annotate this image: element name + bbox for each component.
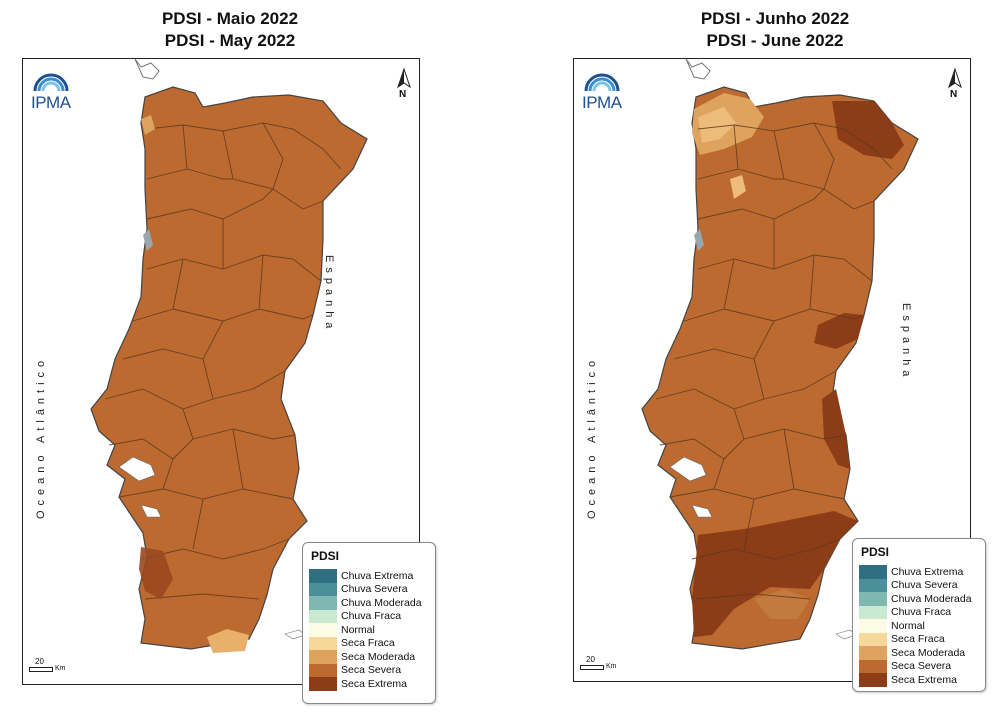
legend-label: Seca Moderada <box>891 646 966 659</box>
ipma-logo: IPMA <box>582 67 632 115</box>
legend-list: Chuva Extrema Chuva Severa Chuva Moderad… <box>859 565 985 687</box>
legend-item: Chuva Severa <box>859 578 985 592</box>
legend-swatch <box>309 582 337 596</box>
ocean-label: Oceano Atlântico <box>586 355 598 519</box>
legend-item: Seca Extrema <box>859 673 985 687</box>
legend-label: Chuva Moderada <box>891 592 972 605</box>
district-borders <box>655 122 893 600</box>
legend-item: Chuva Extrema <box>859 565 985 579</box>
legend-swatch <box>859 659 887 673</box>
scale-bar-graphic <box>29 667 53 672</box>
ipma-logo: IPMA <box>31 67 81 115</box>
legend-swatch <box>859 619 887 633</box>
legend-item: Seca Fraca <box>859 632 985 646</box>
legend-swatch <box>859 578 887 592</box>
legend-item: Seca Extrema <box>309 677 435 691</box>
legend-label: Seca Moderada <box>341 650 416 663</box>
legend-item: Chuva Fraca <box>859 605 985 619</box>
legend-label: Chuva Severa <box>341 583 408 596</box>
scale-value: 20 <box>586 655 595 664</box>
scale-bar: 20 Km <box>27 657 67 675</box>
scale-unit: Km <box>606 663 617 670</box>
map-title-en: PDSI - June 2022 <box>706 31 844 50</box>
legend-label: Seca Fraca <box>341 637 395 650</box>
legend-label: Seca Severa <box>341 664 402 677</box>
legend-item: Normal <box>859 619 985 633</box>
north-label: N <box>399 89 407 100</box>
north-arrow: N <box>944 67 966 103</box>
district-borders <box>104 122 342 600</box>
legend-label: Chuva Severa <box>891 579 958 592</box>
north-arrow-icon <box>397 67 411 89</box>
scale-bar: 20 Km <box>578 655 618 673</box>
legend-label: Chuva Extrema <box>341 569 414 582</box>
legend-swatch <box>859 605 887 619</box>
ipma-logo-icon <box>33 73 69 92</box>
legend-item: Seca Fraca <box>309 636 435 650</box>
legend-item: Chuva Moderada <box>859 592 985 606</box>
legend-item: Chuva Extrema <box>309 569 435 583</box>
legend-swatch <box>309 650 337 664</box>
legend-item: Seca Moderada <box>309 650 435 664</box>
portugal-region <box>641 86 919 650</box>
portugal-map <box>90 59 368 653</box>
legend: PDSI Chuva Extrema Chuva Severa Chuva Mo… <box>302 542 436 704</box>
spain-label: Espanha <box>323 255 335 334</box>
legend-label: Seca Extrema <box>891 673 957 686</box>
legend-label: Chuva Fraca <box>341 610 402 623</box>
legend-label: Chuva Extrema <box>891 565 964 578</box>
ocean-label: Oceano Atlântico <box>35 355 47 519</box>
legend-swatch <box>859 646 887 660</box>
map-title: PDSI - Junho 2022 PDSI - June 2022 <box>665 8 885 52</box>
legend-swatch <box>309 596 337 610</box>
legend-label: Seca Severa <box>891 660 952 673</box>
legend-swatch <box>309 663 337 677</box>
map-title-pt: PDSI - Junho 2022 <box>700 9 850 28</box>
legend-label: Chuva Fraca <box>891 606 952 619</box>
legend-swatch <box>859 632 887 646</box>
map-title: PDSI - Maio 2022 PDSI - May 2022 <box>120 8 340 52</box>
map-frame: IPMA N Oceano Atlântico Espanha 20 Km <box>573 58 971 682</box>
legend-swatch <box>309 623 337 637</box>
legend-swatch <box>859 592 887 606</box>
legend: PDSI Chuva Extrema Chuva Severa Chuva Mo… <box>852 538 986 692</box>
scale-value: 20 <box>35 657 44 666</box>
legend-list: Chuva Extrema Chuva Severa Chuva Moderad… <box>309 569 435 691</box>
legend-swatch <box>859 673 887 687</box>
north-arrow: N <box>393 67 415 103</box>
ipma-logo-text: IPMA <box>582 93 622 112</box>
map-title-pt: PDSI - Maio 2022 <box>161 9 299 28</box>
legend-swatch <box>309 677 337 691</box>
legend-item: Seca Severa <box>309 663 435 677</box>
scale-bar-graphic <box>580 665 604 670</box>
legend-swatch <box>309 569 337 583</box>
legend-item: Seca Severa <box>859 659 985 673</box>
ipma-logo-icon <box>584 73 620 92</box>
legend-label: Chuva Moderada <box>341 596 422 609</box>
portugal-map <box>641 59 919 650</box>
legend-label: Seca Fraca <box>891 633 945 646</box>
ipma-logo-text: IPMA <box>31 93 71 112</box>
legend-label: Normal <box>341 623 375 636</box>
north-arrow-icon <box>948 67 962 89</box>
map-title-en: PDSI - May 2022 <box>164 31 296 50</box>
legend-label: Seca Extrema <box>341 677 407 690</box>
legend-item: Seca Moderada <box>859 646 985 660</box>
north-label: N <box>950 89 958 100</box>
legend-swatch <box>859 565 887 579</box>
legend-title: PDSI <box>861 545 890 559</box>
legend-item: Chuva Moderada <box>309 596 435 610</box>
legend-item: Chuva Severa <box>309 582 435 596</box>
legend-swatch <box>309 609 337 623</box>
legend-title: PDSI <box>311 549 340 563</box>
legend-label: Normal <box>891 619 925 632</box>
legend-swatch <box>309 636 337 650</box>
legend-item: Normal <box>309 623 435 637</box>
legend-item: Chuva Fraca <box>309 609 435 623</box>
spain-label: Espanha <box>900 303 912 382</box>
portugal-region <box>90 86 368 650</box>
scale-unit: Km <box>55 665 66 672</box>
